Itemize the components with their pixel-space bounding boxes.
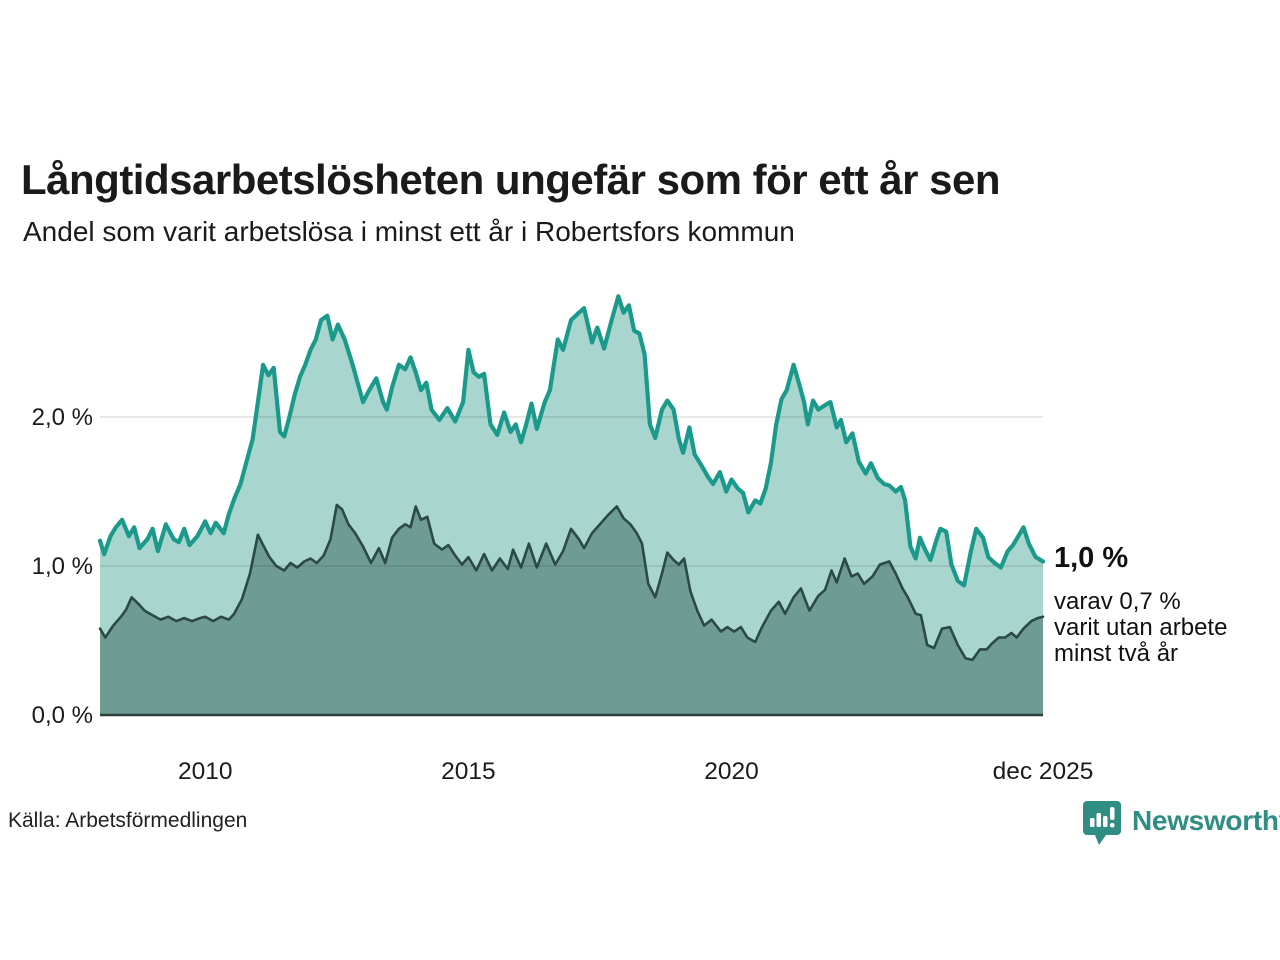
newsworthy-logo: Newsworthy: [1083, 800, 1280, 848]
annotation-line-1: varav 0,7 %: [1054, 588, 1181, 615]
end-value-label: 1,0 %: [1054, 542, 1129, 574]
y-tick-label-1: 1,0 %: [32, 553, 93, 580]
annotation-line-2: varit utan arbete: [1054, 614, 1228, 641]
newsworthy-logo-icon: [1083, 801, 1121, 845]
y-tick-label-0: 0,0 %: [32, 702, 93, 729]
newsworthy-wordmark: Newsworthy: [1132, 805, 1280, 836]
x-tick-label-2: 2020: [704, 758, 759, 785]
line-minst-tva-ar: [98, 503, 1045, 662]
chart-subtitle: Andel som varit arbetslösa i minst ett å…: [23, 216, 795, 247]
x-tick-label-3: dec 2025: [993, 758, 1094, 785]
end-value-sublabel: varav 0,7 % varit utan arbete minst två …: [1054, 589, 1274, 667]
annotation-line-3: minst två år: [1054, 640, 1179, 667]
page-title: Långtidsarbetslösheten ungefär som för e…: [21, 156, 1001, 204]
end-value-annotation: 1,0 % varav 0,7 % varit utan arbete mins…: [1054, 542, 1274, 667]
line-minst-ett-ar: [97, 294, 1046, 588]
y-tick-label-2: 2,0 %: [32, 404, 93, 431]
area-minst-tva-ar: [100, 504, 1043, 715]
x-tick-label-0: 2010: [178, 758, 233, 785]
x-tick-label-1: 2015: [441, 758, 496, 785]
source-caption: Källa: Arbetsförmedlingen: [8, 809, 248, 832]
